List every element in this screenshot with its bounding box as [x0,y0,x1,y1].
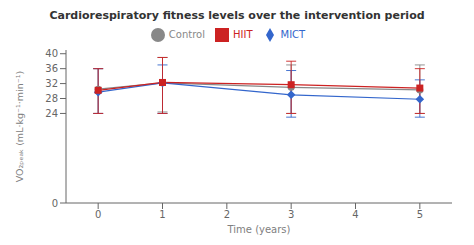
html-text:Control: Control [168,29,205,40]
svg-text:5: 5 [417,209,423,220]
svg-text:Time (years): Time (years) [227,224,291,235]
html-text:HIIT: HIIT [233,29,253,40]
html-text:MICT: MICT [280,29,306,40]
svg-text:4: 4 [352,209,358,220]
svg-text:0: 0 [52,198,58,209]
svg-text:32: 32 [45,78,58,89]
svg-text:VO₂ₚₑₐₖ (mL·kg⁻¹·min⁻¹): VO₂ₚₑₐₖ (mL·kg⁻¹·min⁻¹) [14,71,25,183]
svg-text:40: 40 [45,48,58,59]
html-text:Cardiorespiratory fitness leve: Cardiorespiratory fitness levels over th… [49,9,425,22]
svg-text:1: 1 [159,209,165,220]
svg-text:24: 24 [45,108,58,119]
svg-text:3: 3 [288,209,294,220]
svg-text:0: 0 [95,209,101,220]
svg-text:36: 36 [45,63,58,74]
svg-text:28: 28 [45,93,58,104]
svg-text:2: 2 [224,209,230,220]
